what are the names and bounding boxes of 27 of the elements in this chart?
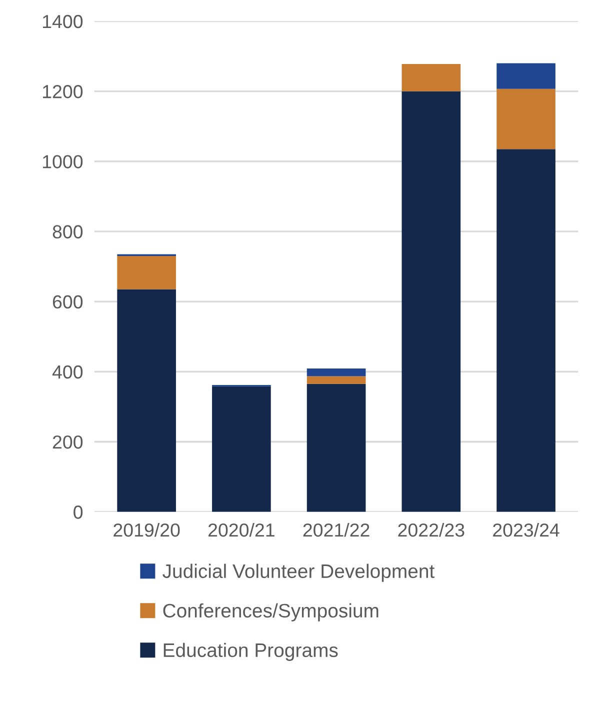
- legend-label: Judicial Volunteer Development: [162, 564, 435, 582]
- y-tick-label: 0: [74, 506, 83, 519]
- legend-label: Education Programs: [164, 642, 338, 661]
- bar: [496, 149, 556, 512]
- x-tick-label: 2022/23: [398, 522, 464, 537]
- y-tick-label: 400: [52, 365, 83, 379]
- bar: [117, 256, 176, 290]
- y-tick-label: 1400: [43, 14, 83, 28]
- y-tick-label: 600: [52, 295, 83, 309]
- bar: [402, 91, 461, 512]
- x-tick-label: 2019/20: [114, 522, 180, 537]
- bar: [496, 88, 556, 150]
- bar: [117, 289, 176, 512]
- x-tick-label: 2023/24: [493, 522, 560, 537]
- bar: [496, 63, 556, 89]
- x-tick-label: 2021/22: [303, 522, 370, 537]
- y-tick-label: 1000: [43, 155, 83, 168]
- x-tick-label: 2020/21: [208, 522, 274, 537]
- y-tick-label: 1200: [43, 84, 83, 98]
- legend-label: Conferences/Symposium: [163, 603, 378, 622]
- y-tick-label: 800: [52, 225, 83, 238]
- bar: [306, 384, 366, 512]
- bar: [402, 64, 461, 92]
- bar: [306, 368, 366, 376]
- bar: [212, 386, 271, 512]
- bar: [306, 376, 366, 384]
- y-tick-label: 200: [52, 435, 83, 449]
